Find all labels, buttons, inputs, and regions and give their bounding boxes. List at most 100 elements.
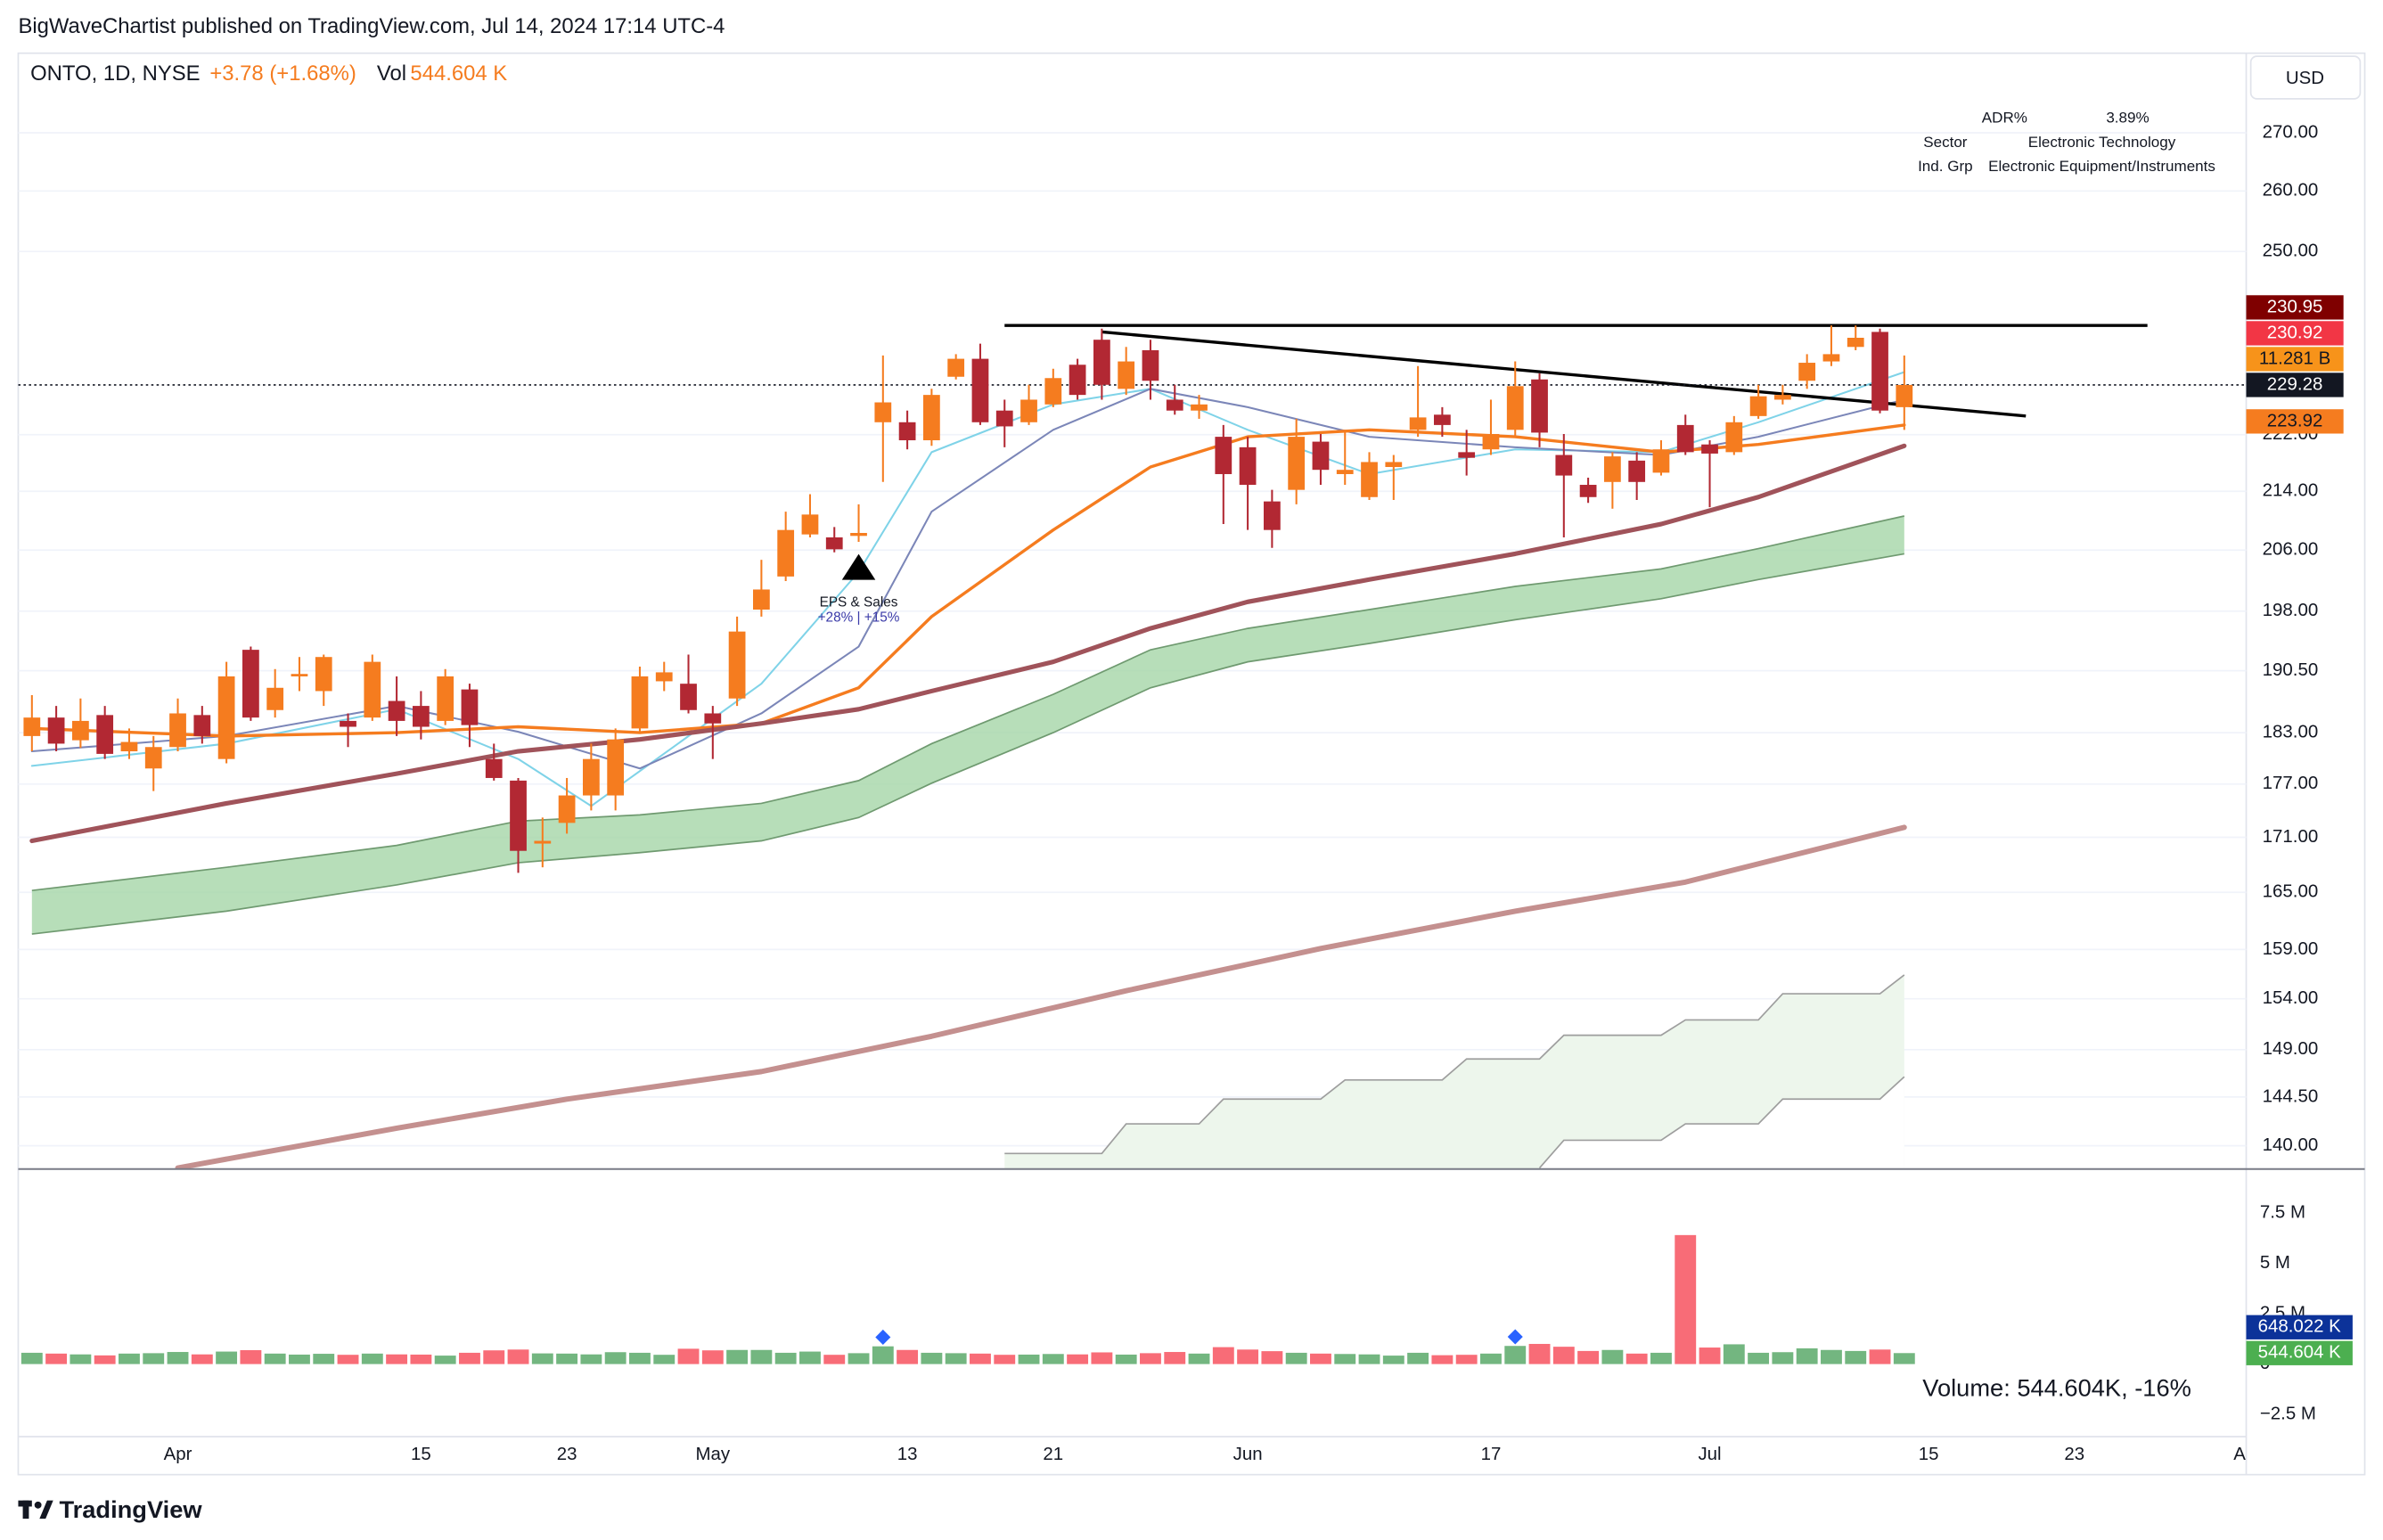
candle-body <box>1652 449 1670 473</box>
y-tick-label: 165.00 <box>2263 881 2319 902</box>
moving-average <box>30 388 1905 770</box>
volume-marker <box>1507 1329 1523 1345</box>
candle-body <box>850 533 867 537</box>
candle-body <box>1798 363 1816 381</box>
moving-average <box>29 443 1907 844</box>
volume-bar <box>945 1353 967 1364</box>
symbol: ONTO, 1D, NYSE <box>30 61 200 86</box>
x-tick-label: Au <box>2233 1444 2256 1464</box>
volume-bar <box>1699 1348 1721 1364</box>
attribution: BigWaveChartist published on TradingView… <box>18 14 725 38</box>
candle-body <box>801 514 819 535</box>
volume-bar <box>531 1353 553 1364</box>
candle-body <box>1701 444 1718 454</box>
volume-bar <box>191 1354 213 1364</box>
currency-box[interactable] <box>2249 55 2362 100</box>
band <box>31 515 1904 935</box>
price-badge <box>2246 321 2344 346</box>
currency[interactable]: USD <box>2286 68 2324 88</box>
y-axis: 140.00 144.50 149.00 154.00 159.00 165.00 171.… <box>2246 121 2353 1424</box>
info-value: Electronic Technology <box>2028 134 2176 151</box>
volume-tick-label: 7.5 M <box>2260 1201 2305 1222</box>
x-axis: Apr 15 23 May 13 21 Jun 17 Jul 15 23 Au <box>164 1444 2256 1464</box>
volume-bar <box>1285 1352 1307 1364</box>
volume-bar <box>848 1353 870 1364</box>
price-badge-label: 11.281 B <box>2259 348 2330 368</box>
candle-body <box>1142 349 1159 381</box>
volume-bar <box>313 1354 335 1364</box>
volume-bar <box>1334 1354 1356 1364</box>
candle-body <box>1336 470 1354 474</box>
volume-bar <box>580 1354 602 1364</box>
candle-body <box>1774 395 1791 400</box>
volume-bar <box>1869 1349 1891 1364</box>
price-badge <box>2246 409 2344 434</box>
candle-body <box>1434 414 1451 425</box>
volume-bar <box>653 1355 676 1364</box>
candle-body <box>1531 379 1548 433</box>
volume-bar <box>361 1353 383 1364</box>
volume-bar <box>872 1346 894 1364</box>
price-badge-label: 230.95 <box>2267 296 2323 316</box>
volume-bar <box>774 1352 797 1364</box>
price-badge <box>2246 347 2344 372</box>
candle-body <box>169 713 186 748</box>
volume-bar <box>386 1354 408 1364</box>
candle-body <box>1628 460 1646 482</box>
volume-bar <box>1455 1355 1478 1364</box>
volume-badge-label: 648.022 K <box>2258 1316 2342 1337</box>
candle-body <box>947 358 965 377</box>
volume-bar <box>1188 1353 1210 1364</box>
candle-body <box>1604 456 1621 482</box>
volume-bar <box>119 1353 140 1364</box>
volume-bar <box>604 1352 626 1364</box>
candle-body <box>1579 485 1597 497</box>
candle-body <box>266 687 284 710</box>
y-tick-label: 183.00 <box>2263 722 2319 742</box>
x-tick-label: Jun <box>1233 1444 1263 1464</box>
candle-body <box>728 631 746 699</box>
y-tick-label: 144.50 <box>2263 1085 2319 1106</box>
candle-body <box>1725 422 1743 453</box>
volume-bar <box>1821 1349 1842 1364</box>
y-tick-label: 260.00 <box>2263 180 2319 201</box>
volume-bar <box>1723 1344 1745 1364</box>
volume-bar <box>143 1353 165 1364</box>
candle-body <box>558 795 576 823</box>
volume-bar <box>1115 1354 1137 1364</box>
earnings-title: EPS & Sales <box>820 594 898 610</box>
volume-bar <box>1164 1352 1186 1364</box>
candle-body <box>1288 437 1306 490</box>
candle-body <box>193 715 211 736</box>
candle-body <box>1166 399 1183 411</box>
volume-bar <box>1504 1346 1527 1364</box>
volume-bar <box>1480 1353 1502 1364</box>
candle-body <box>1749 396 1767 416</box>
candle-body <box>1871 332 1888 411</box>
earnings-marker <box>841 553 876 580</box>
volume-marker <box>875 1329 891 1345</box>
volume-bar <box>1382 1356 1404 1364</box>
info-label: ADR% <box>1982 110 2027 127</box>
volume-bar <box>289 1354 310 1364</box>
candle-body <box>1020 399 1037 422</box>
candle-body <box>825 537 843 550</box>
volume-legend-value: 544.604 K <box>410 61 507 86</box>
volume-bar <box>556 1353 578 1364</box>
candle-body <box>1847 338 1864 348</box>
candle-body <box>1215 437 1232 474</box>
frame <box>17 52 2366 1476</box>
candle-body <box>144 747 162 769</box>
candle-body <box>1191 404 1208 411</box>
candle-body <box>461 689 479 725</box>
volume-bar <box>216 1351 238 1364</box>
volume-bar <box>799 1351 821 1364</box>
x-tick-label: Apr <box>164 1444 192 1464</box>
volume-pane <box>20 1234 1915 1364</box>
candle-body <box>704 713 722 724</box>
info-value: Electronic Equipment/Instruments <box>1988 158 2215 175</box>
volume-bar <box>1358 1354 1380 1364</box>
